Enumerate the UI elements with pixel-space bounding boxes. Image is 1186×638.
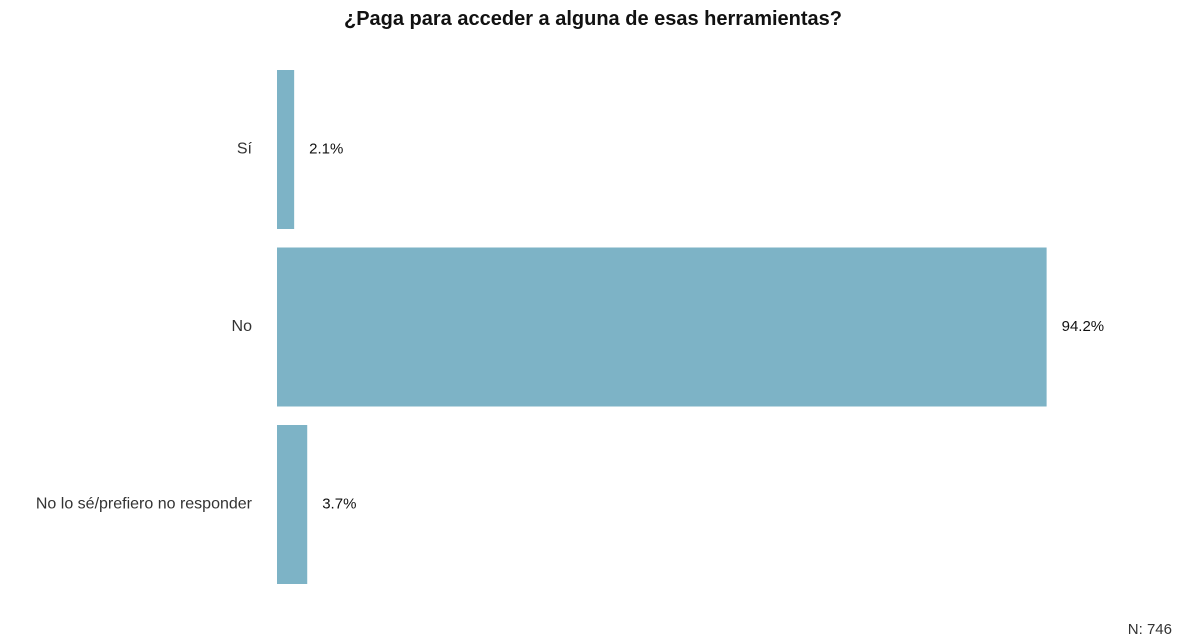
- value-label: 94.2%: [1062, 318, 1105, 335]
- bar-2: [277, 247, 1047, 407]
- bar-1: [277, 70, 295, 229]
- category-label: No lo sé/prefiero no responder: [36, 496, 253, 513]
- category-label: No: [232, 318, 253, 335]
- category-label: Sí: [237, 141, 253, 158]
- value-label: 2.1%: [309, 140, 343, 157]
- value-label: 3.7%: [322, 495, 356, 512]
- sample-size-note: N: 746: [1127, 621, 1172, 638]
- chart-title: ¿Paga para acceder a alguna de esas herr…: [343, 8, 843, 30]
- bar-3: [277, 425, 308, 584]
